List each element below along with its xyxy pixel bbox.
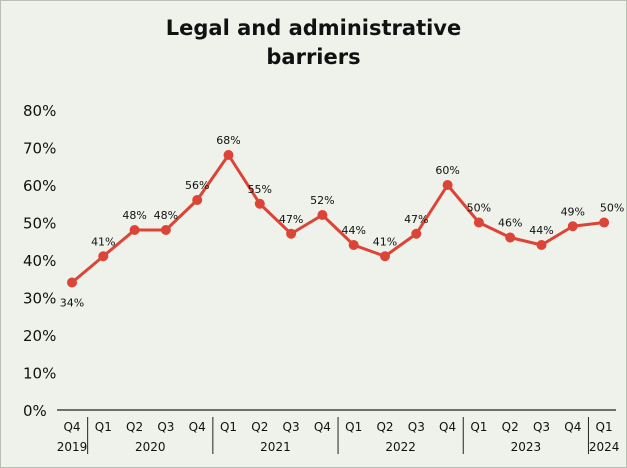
data-label: 56%	[185, 179, 209, 192]
x-quarter-label: Q1	[95, 420, 112, 434]
data-label: 55%	[248, 183, 272, 196]
x-quarter-label: Q2	[126, 420, 143, 434]
x-quarter-label: Q4	[314, 420, 331, 434]
data-point	[223, 150, 234, 160]
x-year-label: 2024	[589, 440, 620, 454]
y-axis: 0% 10% 20% 30% 40% 50% 60% 70% 80%	[23, 102, 56, 420]
x-year-label: 2019	[57, 440, 88, 454]
x-quarter-label: Q4	[439, 420, 456, 434]
x-quarter-label: Q3	[157, 420, 174, 434]
data-label: 48%	[122, 209, 146, 222]
data-label: 60%	[435, 164, 459, 177]
data-label: 49%	[561, 205, 585, 218]
series-line-path	[71, 153, 605, 284]
data-label: 44%	[341, 224, 365, 237]
data-point	[348, 240, 359, 250]
data-label: 46%	[498, 217, 522, 230]
x-quarter-label: Q4	[564, 420, 581, 434]
data-label: 34%	[60, 297, 84, 310]
data-point	[129, 225, 140, 235]
data-label: 50%	[600, 202, 624, 215]
x-quarter-label: Q1	[220, 420, 237, 434]
data-point	[536, 240, 547, 250]
x-year-label: 2023	[511, 440, 542, 454]
x-quarter-label: Q1	[345, 420, 362, 434]
data-label: 68%	[216, 134, 240, 147]
data-point	[567, 221, 578, 232]
data-point	[505, 232, 516, 243]
x-year-label: 2021	[260, 440, 291, 454]
data-point	[192, 195, 203, 205]
x-year-label: 2020	[135, 440, 166, 454]
chart-title-line-1: Legal and administrative	[165, 16, 462, 40]
y-tick-label: 0%	[23, 402, 47, 420]
x-quarter-label: Q1	[596, 420, 613, 434]
data-label: 52%	[310, 194, 334, 207]
data-point	[411, 228, 422, 239]
data-label: 47%	[404, 213, 428, 226]
y-tick-label: 50%	[23, 215, 56, 233]
data-point	[98, 251, 109, 262]
data-point	[67, 277, 77, 288]
data-label: 41%	[373, 235, 397, 248]
data-point	[317, 210, 328, 220]
x-quarter-label: Q2	[502, 420, 519, 434]
y-tick-label: 80%	[23, 102, 56, 120]
y-tick-label: 20%	[23, 327, 56, 345]
x-quarter-label: Q1	[470, 420, 487, 434]
data-label: 47%	[279, 213, 303, 226]
x-quarter-label: Q3	[408, 420, 425, 434]
series-line: 34% 41% 48% 48% 56% 68% 55% 47% 52% 44% 41% 47% 60% 5…	[60, 134, 625, 310]
x-quarter-label: Q4	[189, 420, 206, 434]
x-year-label: 2022	[385, 440, 416, 454]
x-quarter-label: Q3	[283, 420, 300, 434]
y-tick-label: 60%	[23, 177, 56, 195]
data-label: 48%	[154, 209, 178, 222]
y-tick-label: 70%	[23, 140, 56, 158]
y-tick-label: 40%	[23, 252, 56, 270]
chart-title-line-2: barriers	[266, 45, 361, 69]
data-point	[160, 225, 171, 235]
data-point	[599, 217, 610, 228]
data-point	[254, 198, 265, 209]
x-quarter-label: Q4	[63, 420, 80, 434]
data-point	[286, 228, 297, 239]
x-quarter-label: Q2	[251, 420, 268, 434]
data-label: 50%	[467, 202, 491, 215]
x-axis: Q4 Q1 Q2 Q3 Q4 Q1 Q2 Q3 Q4 Q1 Q2 Q3 Q4 Q1 Q2 Q3 Q4 Q1 2019…	[57, 409, 620, 454]
data-point	[380, 251, 390, 262]
x-quarter-label: Q2	[376, 420, 393, 434]
data-point	[473, 217, 484, 228]
x-quarter-label: Q3	[533, 420, 550, 434]
data-label: 41%	[91, 235, 115, 248]
chart-title: Legal and administrative barriers	[0, 14, 627, 72]
y-tick-label: 10%	[23, 365, 56, 383]
data-point	[442, 180, 453, 190]
y-tick-label: 30%	[23, 290, 56, 308]
data-label: 44%	[529, 224, 553, 237]
